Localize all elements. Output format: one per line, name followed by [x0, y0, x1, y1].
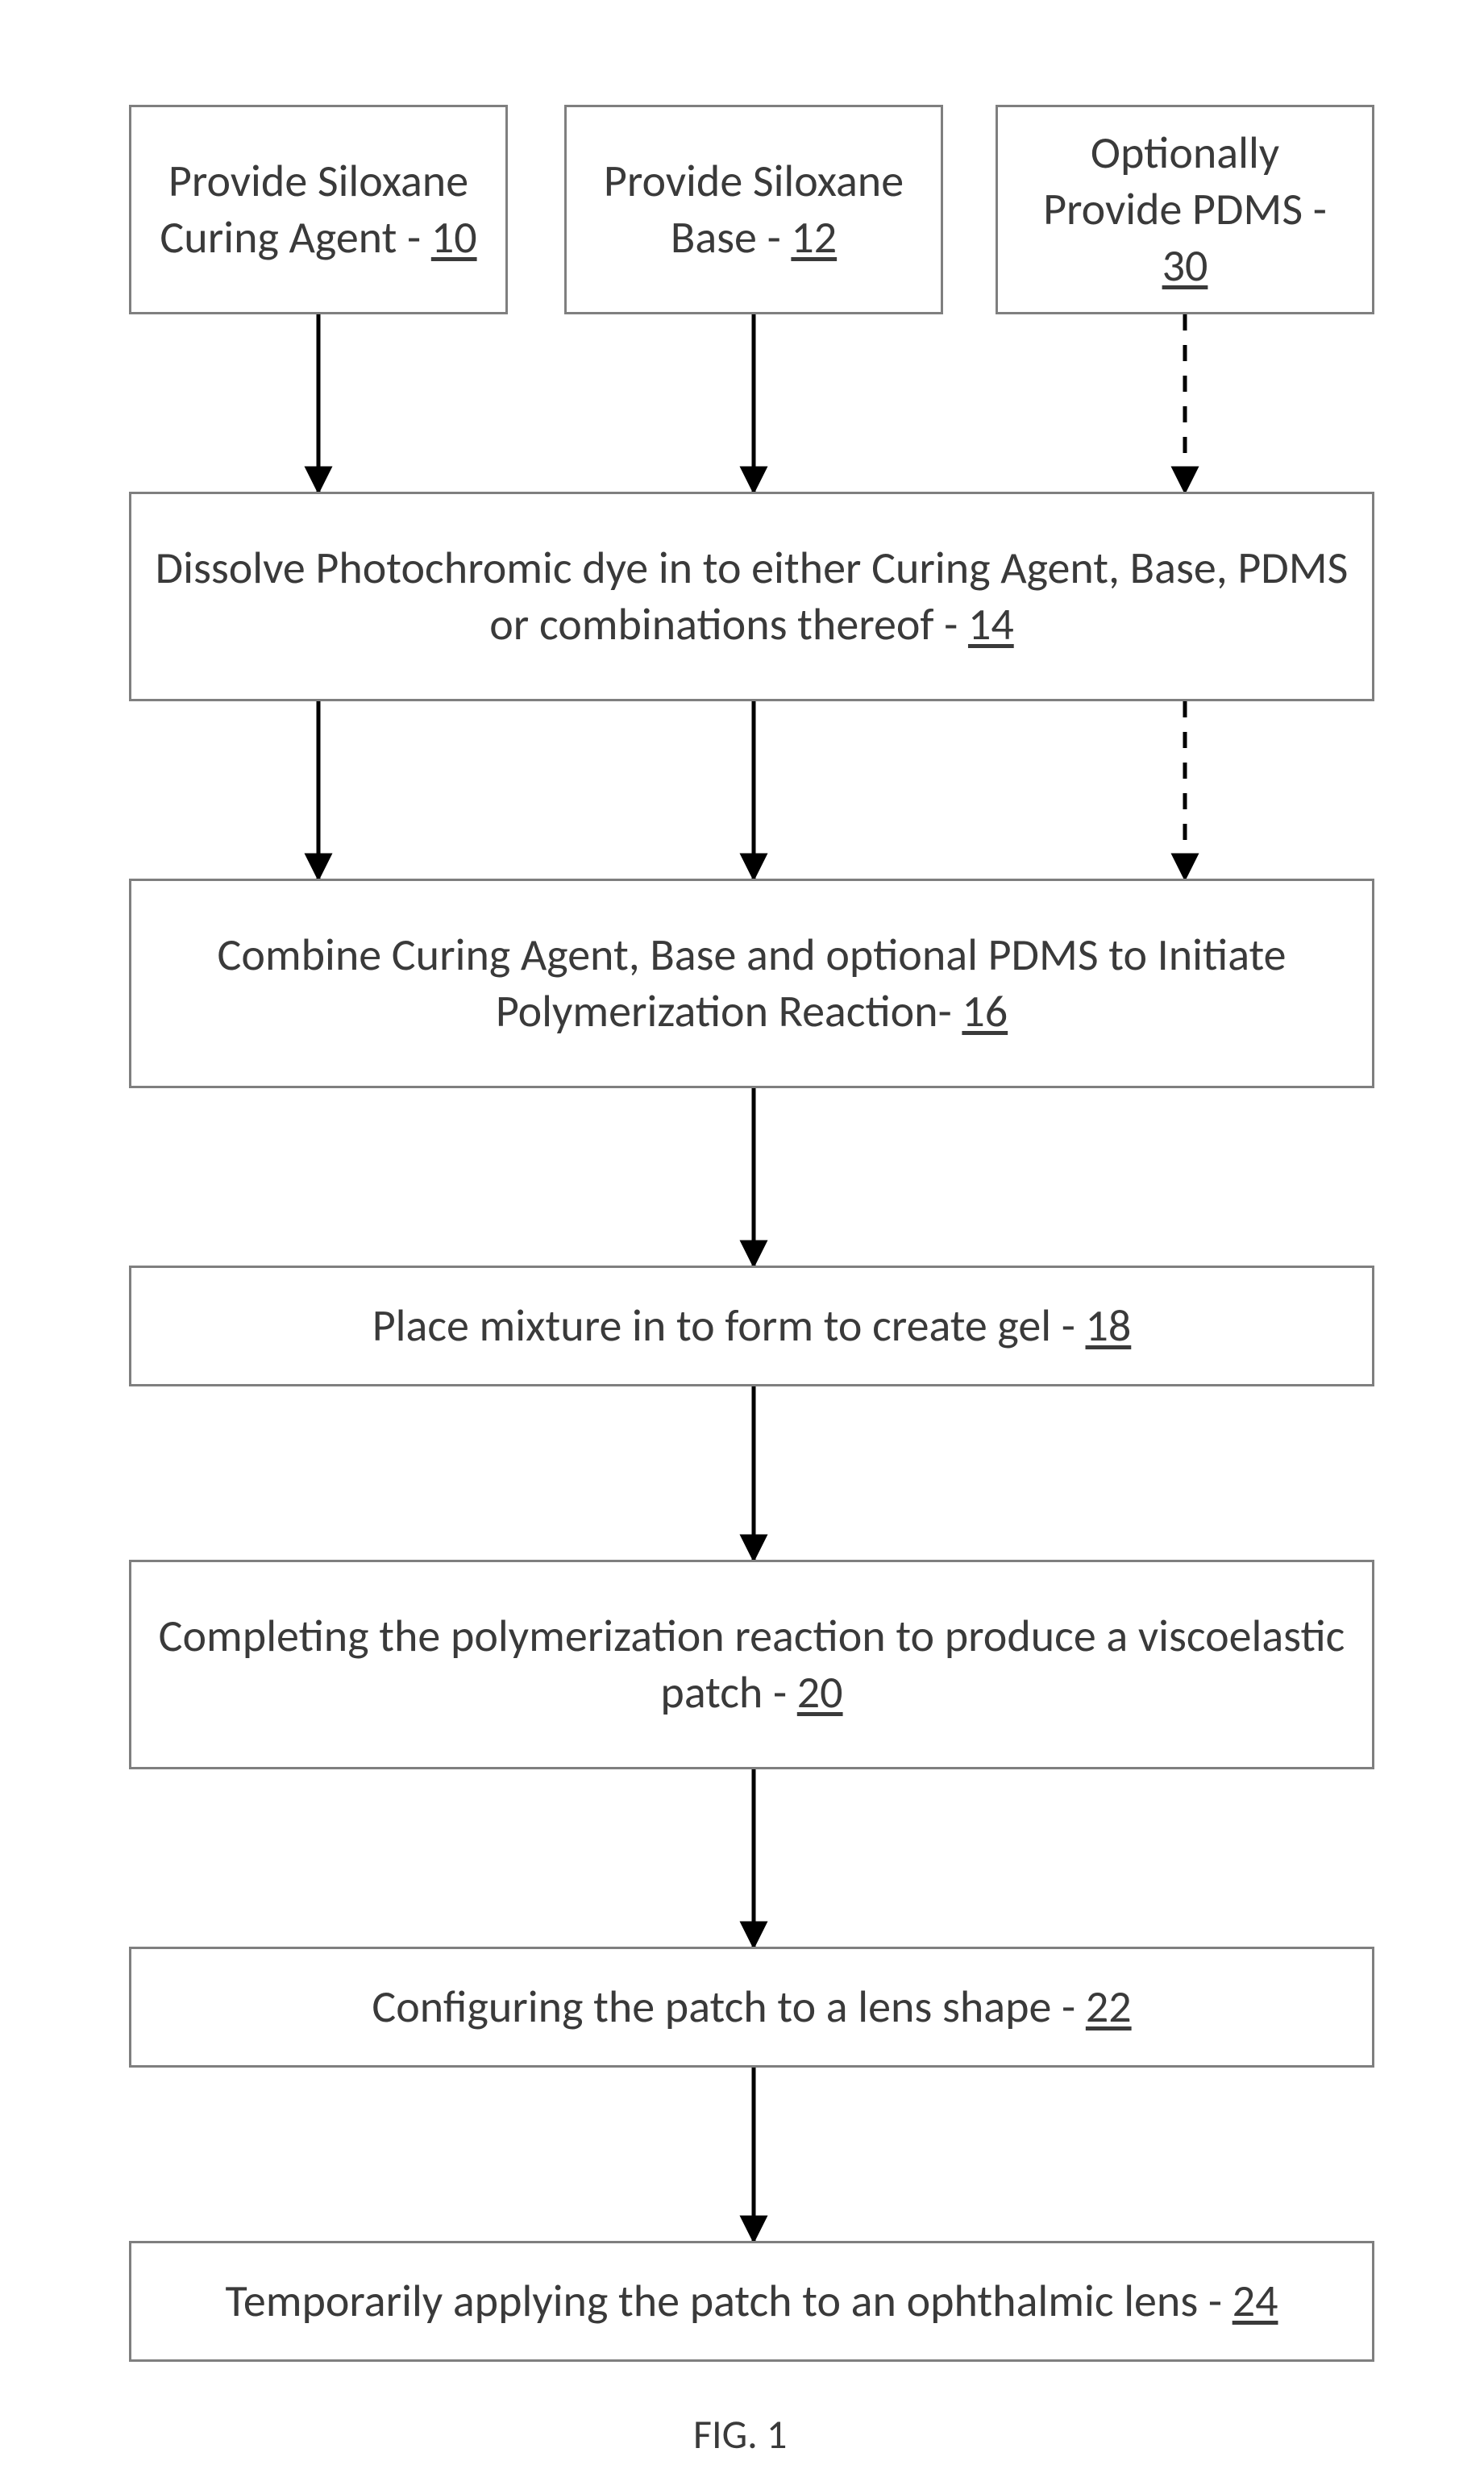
node-ref: 12 — [791, 210, 837, 265]
flow-node-n20: Completing the polymerization reaction t… — [129, 1560, 1374, 1769]
node-text: Provide Siloxane Curing Agent - — [160, 154, 468, 265]
node-text: Configuring the patch to a lens shape - — [372, 1980, 1085, 2035]
node-ref: 30 — [1162, 239, 1208, 293]
node-text: Provide Siloxane Base - — [604, 154, 904, 265]
node-ref: 10 — [431, 210, 477, 265]
node-ref: 18 — [1086, 1299, 1132, 1353]
node-ref: 20 — [797, 1665, 843, 1720]
node-ref: 16 — [962, 984, 1008, 1039]
figure-label: FIG. 1 — [693, 2410, 787, 2459]
node-text: Dissolve Photochromic dye in to either C… — [156, 541, 1349, 652]
flow-node-n16: Combine Curing Agent, Base and optional … — [129, 879, 1374, 1088]
arrows-layer — [0, 0, 1484, 2469]
flow-node-n12: Provide Siloxane Base - 12 — [564, 105, 943, 314]
node-text: Temporarily applying the patch to an oph… — [226, 2274, 1233, 2329]
node-ref: 14 — [968, 597, 1014, 652]
flow-node-n22: Configuring the patch to a lens shape - … — [129, 1947, 1374, 2068]
node-ref: 22 — [1086, 1980, 1132, 2035]
node-text: Combine Curing Agent, Base and optional … — [217, 928, 1286, 1039]
flow-node-n24: Temporarily applying the patch to an oph… — [129, 2241, 1374, 2362]
flow-node-n30: Optionally Provide PDMS - 30 — [996, 105, 1374, 314]
node-text: Completing the polymerization reaction t… — [159, 1609, 1345, 1720]
flow-node-n10: Provide Siloxane Curing Agent - 10 — [129, 105, 508, 314]
flow-node-n14: Dissolve Photochromic dye in to either C… — [129, 492, 1374, 701]
flow-node-n18: Place mixture in to form to create gel -… — [129, 1266, 1374, 1386]
node-ref: 24 — [1233, 2274, 1278, 2329]
node-text: Optionally Provide PDMS - — [1043, 126, 1327, 237]
node-text: Place mixture in to form to create gel - — [372, 1299, 1086, 1353]
flowchart-page: Provide Siloxane Curing Agent - 10Provid… — [0, 0, 1484, 2469]
